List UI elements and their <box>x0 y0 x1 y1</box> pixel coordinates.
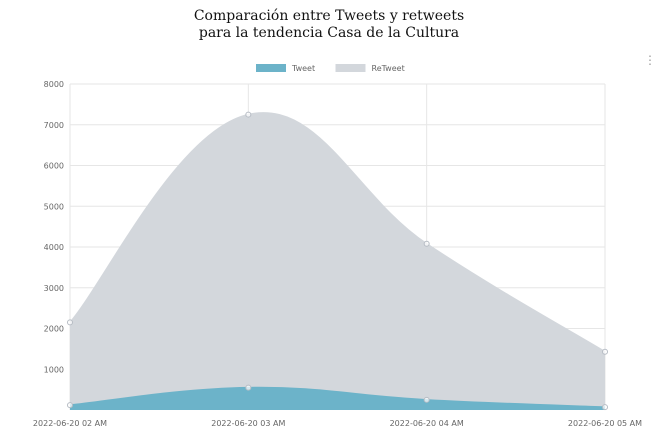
legend-label-tweet[interactable]: Tweet <box>291 64 315 73</box>
legend-swatch-retweet[interactable] <box>335 64 366 72</box>
line-retweet <box>69 112 606 353</box>
data-point-retweet[interactable] <box>602 348 608 355</box>
legend-label-retweet[interactable]: ReTweet <box>372 64 405 73</box>
chart-title-line-1: Comparación entre Tweets y retweets <box>193 8 465 24</box>
data-point-retweet[interactable] <box>245 111 252 118</box>
data-point-retweet[interactable] <box>423 240 430 247</box>
y-tick-label: 6000 <box>44 162 64 171</box>
chart-title-line-2: para la tendencia Casa de la Cultura <box>198 25 460 41</box>
y-tick-label: 8000 <box>44 80 64 89</box>
x-tick-label: 2022-06-20 04 AM <box>390 419 464 428</box>
y-tick-label: 2000 <box>44 325 64 334</box>
x-tick-label: 2022-06-20 03 AM <box>211 419 285 428</box>
data-point-tweet[interactable] <box>245 384 252 391</box>
line-tweet <box>69 386 606 408</box>
series-areas <box>69 112 606 410</box>
data-point-tweet[interactable] <box>423 396 430 403</box>
x-tick-label: 2022-06-20 05 AM <box>568 419 642 428</box>
data-point-tweet[interactable] <box>602 404 608 411</box>
y-tick-label: 3000 <box>44 284 64 293</box>
x-axis-ticks: 2022-06-20 02 AM 2022-06-20 03 AM 2022-06-… <box>33 419 642 428</box>
chart-title: Comparación entre Tweets y retweets para… <box>0 8 658 42</box>
chart-legend: Tweet ReTweet <box>256 64 405 73</box>
area-retweet <box>70 112 605 410</box>
y-tick-label: 1000 <box>44 365 64 374</box>
y-tick-label: 7000 <box>44 121 64 130</box>
legend-swatch-tweet[interactable] <box>256 64 286 72</box>
x-tick-label: 2022-06-20 02 AM <box>33 419 107 428</box>
data-point-tweet[interactable] <box>67 402 73 409</box>
y-tick-label: 4000 <box>44 243 64 252</box>
data-points <box>67 111 608 411</box>
data-point-retweet[interactable] <box>67 319 73 326</box>
y-tick-label: 5000 <box>44 202 64 211</box>
y-axis-ticks: 1000 2000 3000 4000 5000 6000 7000 8000 <box>44 80 64 374</box>
area-tweet <box>70 387 605 410</box>
